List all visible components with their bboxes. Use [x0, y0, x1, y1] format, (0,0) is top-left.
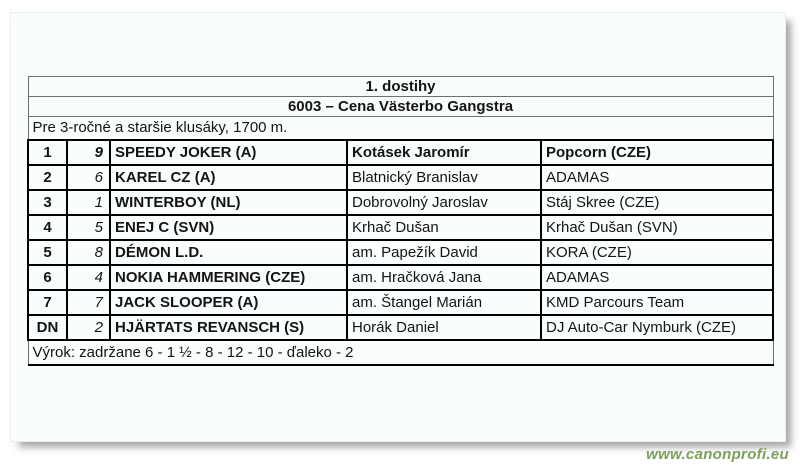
- driver-cell: am. Hračková Jana: [346, 264, 542, 291]
- start-number-cell: 2: [66, 314, 111, 341]
- owner-cell: Stáj Skree (CZE): [539, 189, 775, 216]
- position-cell: 7: [27, 289, 68, 316]
- race-conditions-row: Pre 3-ročné a staršie klusáky, 1700 m.: [27, 116, 774, 141]
- race-number-row: 1. dostihy: [27, 76, 774, 97]
- document-page: 1. dostihy 6003 – Cena Västerbo Gangstra…: [10, 12, 786, 442]
- start-number-cell: 6: [66, 164, 111, 191]
- start-number-cell: 5: [66, 214, 111, 241]
- position-cell: 2: [27, 164, 68, 191]
- result-row: 5 8 DÉMON L.D. am. Papežík David KORA (C…: [27, 239, 775, 266]
- position-cell: 4: [27, 214, 68, 241]
- position-cell: 3: [27, 189, 68, 216]
- race-name: 6003 – Cena Västerbo Gangstra: [27, 96, 774, 117]
- horse-cell: NOKIA HAMMERING (CZE): [109, 264, 348, 291]
- horse-cell: DÉMON L.D.: [109, 239, 348, 266]
- result-row: 6 4 NOKIA HAMMERING (CZE) am. Hračková J…: [27, 264, 775, 291]
- position-cell: 1: [27, 139, 68, 166]
- start-number-cell: 7: [66, 289, 111, 316]
- driver-cell: Krhač Dušan: [346, 214, 542, 241]
- owner-cell: Popcorn (CZE): [539, 139, 775, 166]
- result-row: 3 1 WINTERBOY (NL) Dobrovolný Jaroslav S…: [27, 189, 775, 216]
- owner-cell: ADAMAS: [539, 164, 775, 191]
- owner-cell: ADAMAS: [539, 264, 775, 291]
- owner-cell: KORA (CZE): [539, 239, 775, 266]
- driver-cell: Blatnický Branislav: [346, 164, 542, 191]
- position-cell: DN: [27, 314, 68, 341]
- horse-cell: SPEEDY JOKER (A): [109, 139, 348, 166]
- position-cell: 6: [27, 264, 68, 291]
- start-number-cell: 8: [66, 239, 111, 266]
- driver-cell: am. Papežík David: [346, 239, 542, 266]
- result-row: 7 7 JACK SLOOPER (A) am. Štangel Marián …: [27, 289, 775, 316]
- race-results-table: 1. dostihy 6003 – Cena Västerbo Gangstra…: [27, 76, 775, 366]
- result-row: 2 6 KAREL CZ (A) Blatnický Branislav ADA…: [27, 164, 775, 191]
- start-number-cell: 9: [66, 139, 111, 166]
- result-row: 1 9 SPEEDY JOKER (A) Kotásek Jaromír Pop…: [27, 139, 775, 166]
- driver-cell: am. Štangel Marián: [346, 289, 542, 316]
- owner-cell: Krhač Dušan (SVN): [539, 214, 775, 241]
- start-number-cell: 4: [66, 264, 111, 291]
- start-number-cell: 1: [66, 189, 111, 216]
- result-row: DN 2 HJÄRTATS REVANSCH (S) Horák Daniel …: [27, 314, 775, 341]
- driver-cell: Kotásek Jaromír: [346, 139, 542, 166]
- verdict-row: Výrok: zadržane 6 - 1 ½ - 8 - 12 - 10 - …: [27, 339, 774, 366]
- position-cell: 5: [27, 239, 68, 266]
- race-number-title: 1. dostihy: [27, 76, 774, 97]
- watermark: www.canonprofi.eu: [646, 446, 789, 463]
- driver-cell: Horák Daniel: [346, 314, 542, 341]
- horse-cell: WINTERBOY (NL): [109, 189, 348, 216]
- owner-cell: KMD Parcours Team: [539, 289, 775, 316]
- race-name-row: 6003 – Cena Västerbo Gangstra: [27, 96, 774, 117]
- horse-cell: ENEJ C (SVN): [109, 214, 348, 241]
- horse-cell: HJÄRTATS REVANSCH (S): [109, 314, 348, 341]
- result-row: 4 5 ENEJ C (SVN) Krhač Dušan Krhač Dušan…: [27, 214, 775, 241]
- horse-cell: KAREL CZ (A): [109, 164, 348, 191]
- horse-cell: JACK SLOOPER (A): [109, 289, 348, 316]
- driver-cell: Dobrovolný Jaroslav: [346, 189, 542, 216]
- verdict-text: Výrok: zadržane 6 - 1 ½ - 8 - 12 - 10 - …: [27, 339, 774, 366]
- race-conditions: Pre 3-ročné a staršie klusáky, 1700 m.: [27, 116, 774, 141]
- owner-cell: DJ Auto-Car Nymburk (CZE): [539, 314, 775, 341]
